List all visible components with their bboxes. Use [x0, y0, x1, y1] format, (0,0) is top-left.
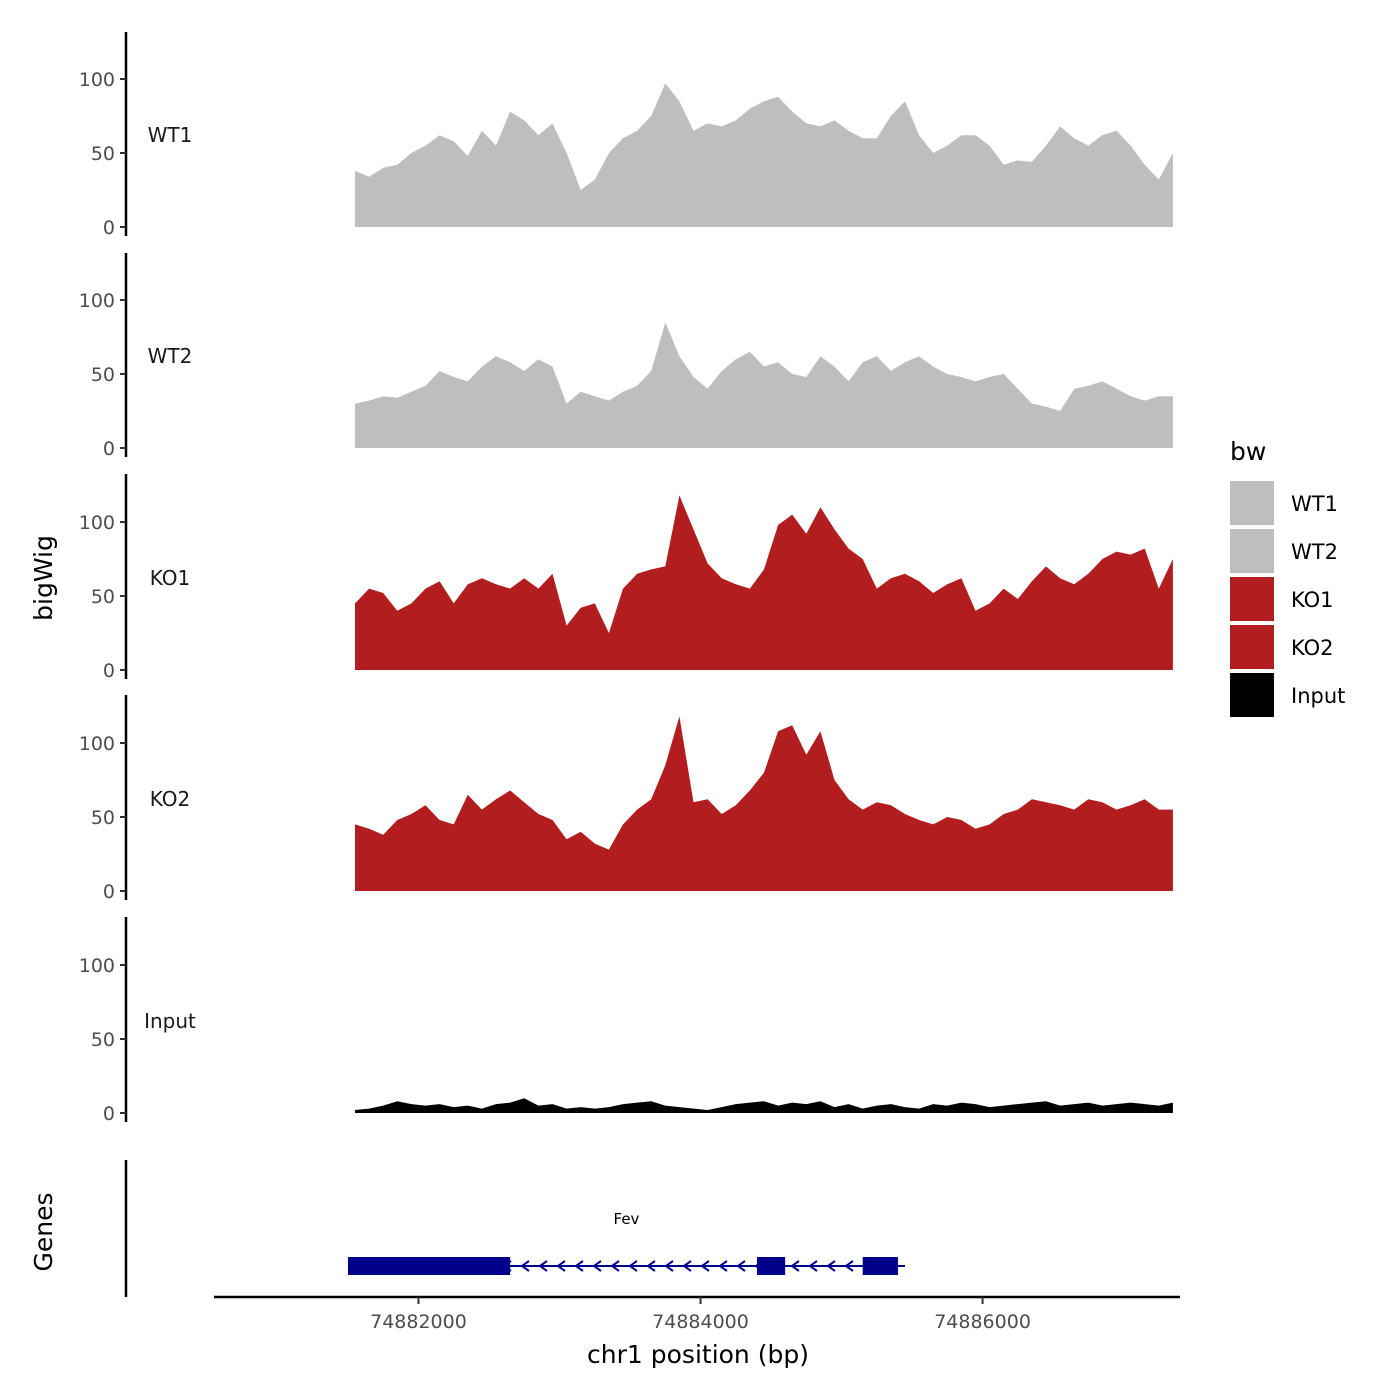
legend-item-wt1: WT1: [1228, 479, 1338, 527]
legend-swatch: [1228, 623, 1276, 671]
facet-label: KO2: [150, 787, 191, 811]
coverage-area-ko2: [355, 716, 1173, 891]
exon: [347, 1257, 511, 1275]
y-tick-label: 0: [103, 217, 115, 239]
strand-arrow: [520, 1260, 530, 1272]
legend-label: KO1: [1291, 588, 1334, 612]
track-wt2: 0 50 100 WT2: [79, 253, 1173, 460]
legend-item-input: Input: [1228, 671, 1345, 719]
y-tick-label: 50: [91, 1029, 115, 1051]
legend-swatch: [1228, 479, 1276, 527]
coverage-area-input: [355, 1098, 1173, 1113]
strand-arrow: [682, 1260, 692, 1272]
y-tick-label: 50: [91, 364, 115, 386]
y-tick-label: 50: [91, 807, 115, 829]
strand-arrow: [736, 1260, 746, 1272]
legend-label: WT1: [1291, 492, 1338, 516]
legend-swatch: [1228, 575, 1276, 623]
legend-label: KO2: [1291, 636, 1334, 660]
strand-arrow: [628, 1260, 638, 1272]
legend-swatch: [1228, 671, 1276, 719]
x-tick-label: 74884000: [652, 1311, 749, 1333]
strand-arrow: [556, 1260, 566, 1272]
coverage-area-ko1: [355, 495, 1173, 670]
x-tick-label: 74882000: [370, 1311, 467, 1333]
legend-title: bw: [1230, 437, 1266, 466]
legend-label: WT2: [1291, 540, 1338, 564]
facet-label: KO1: [150, 566, 191, 590]
strand-arrow: [700, 1260, 710, 1272]
legend: bw WT1 WT2 KO1 KO2 Input: [1228, 437, 1345, 719]
y-tick-label: 100: [79, 290, 115, 312]
y-tick-label: 0: [103, 660, 115, 682]
gene-track-panel: Fev: [124, 1160, 906, 1297]
coverage-area-wt1: [355, 83, 1173, 228]
exon: [756, 1257, 786, 1275]
y-tick-label: 100: [79, 512, 115, 534]
strand-arrow: [592, 1260, 602, 1272]
strand-arrow: [718, 1260, 728, 1272]
y-axis-title: bigWig: [29, 535, 58, 621]
x-tick-label: 74886000: [934, 1311, 1031, 1333]
facet-label: WT1: [148, 123, 193, 147]
facet-label: WT2: [148, 344, 193, 368]
x-axis: 74882000 74884000 74886000: [214, 1295, 1180, 1333]
strand-arrow: [844, 1260, 854, 1272]
strand-arrow: [826, 1260, 836, 1272]
genes-axis-title: Genes: [29, 1192, 58, 1271]
legend-item-ko1: KO1: [1228, 575, 1334, 623]
strand-arrow: [646, 1260, 656, 1272]
exon: [862, 1257, 898, 1275]
strand-arrow: [808, 1260, 818, 1272]
track-ko2: 0 50 100 KO2: [79, 695, 1173, 903]
y-tick-label: 0: [103, 881, 115, 903]
strand-arrow: [610, 1260, 620, 1272]
legend-item-ko2: KO2: [1228, 623, 1334, 671]
strand-arrow: [538, 1260, 548, 1272]
facet-label: Input: [144, 1009, 196, 1033]
strand-arrow: [574, 1260, 584, 1272]
y-tick-label: 50: [91, 586, 115, 608]
y-tick-label: 0: [103, 1103, 115, 1125]
track-ko1: 0 50 100 KO1: [79, 474, 1173, 682]
y-tick-label: 100: [79, 69, 115, 91]
gene-label: Fev: [614, 1210, 640, 1228]
y-tick-label: 0: [103, 438, 115, 460]
strand-arrow: [664, 1260, 674, 1272]
strand-arrow: [790, 1260, 800, 1272]
gene-fev: Fev: [347, 1210, 906, 1275]
track-input: 0 50 100 Input: [79, 917, 1173, 1125]
legend-swatch: [1228, 527, 1276, 575]
y-tick-label: 50: [91, 143, 115, 165]
legend-item-wt2: WT2: [1228, 527, 1338, 575]
y-tick-label: 100: [79, 955, 115, 977]
legend-label: Input: [1291, 684, 1345, 708]
y-tick-label: 100: [79, 733, 115, 755]
track-panels: 0 50 100 WT1 0 50 100 WT2 0 50 100 KO1 0 50 100 KO2 0 50 1…: [79, 32, 1173, 1125]
x-axis-title: chr1 position (bp): [587, 1340, 809, 1369]
track-wt1: 0 50 100 WT1: [79, 32, 1173, 239]
coverage-area-wt2: [355, 322, 1173, 448]
